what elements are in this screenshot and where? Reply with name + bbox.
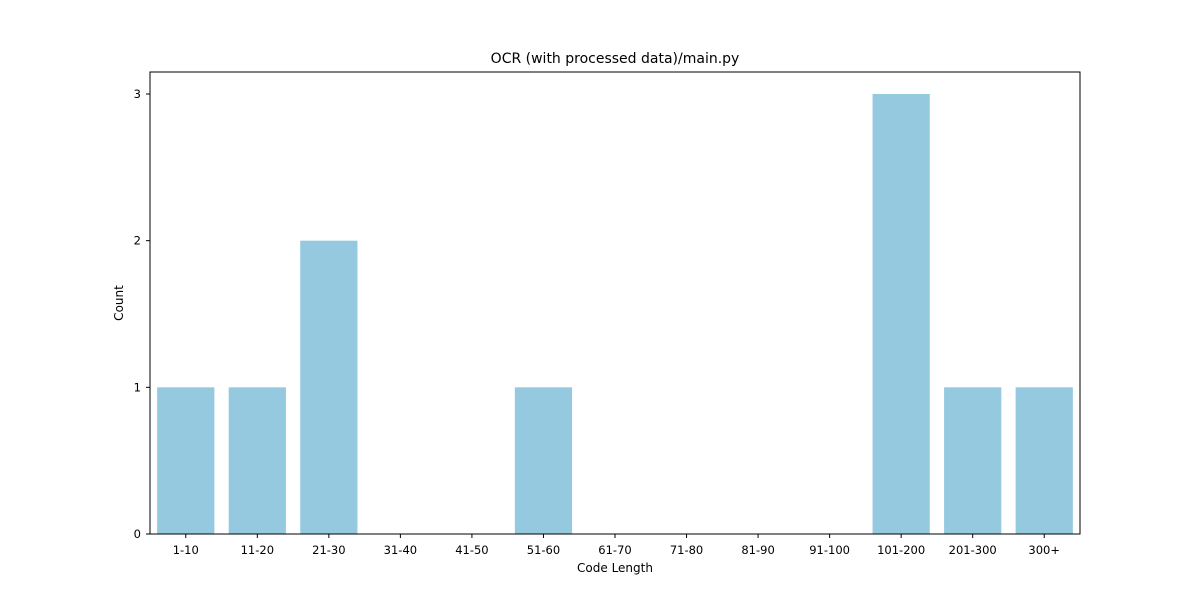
x-tick-label: 31-40 bbox=[384, 543, 417, 557]
x-tick-label: 91-100 bbox=[809, 543, 850, 557]
x-axis-label: Code Length bbox=[577, 561, 653, 575]
x-tick-label: 41-50 bbox=[455, 543, 488, 557]
bar-21-30 bbox=[300, 240, 358, 534]
y-tick-label: 2 bbox=[134, 234, 141, 248]
bar-101-200 bbox=[872, 94, 930, 534]
bar-201-300 bbox=[944, 387, 1002, 534]
x-tick-label: 81-90 bbox=[741, 543, 774, 557]
chart-title: OCR (with processed data)/main.py bbox=[491, 51, 740, 67]
x-tick-label: 201-300 bbox=[949, 543, 997, 557]
x-ticks-group: 1-10 11-20 21-30 31-40 41-50 51-60 61-70 71-80 8… bbox=[173, 534, 1060, 557]
x-tick-label: 71-80 bbox=[670, 543, 703, 557]
x-tick-label: 300+ bbox=[1028, 543, 1060, 557]
plot-frame bbox=[149, 71, 1081, 535]
y-tick-label: 0 bbox=[134, 527, 141, 541]
bar-1-10 bbox=[157, 387, 215, 534]
x-tick-label: 11-20 bbox=[241, 543, 274, 557]
x-tick-label: 21-30 bbox=[312, 543, 345, 557]
bars-group bbox=[157, 94, 1073, 534]
y-axis-label: Count bbox=[112, 285, 126, 321]
y-ticks-group: 0 1 2 3 bbox=[134, 87, 150, 541]
y-tick-label: 1 bbox=[134, 380, 141, 394]
bar-51-60 bbox=[514, 387, 573, 534]
x-tick-label: 1-10 bbox=[173, 543, 199, 557]
bar-300+ bbox=[1015, 387, 1073, 534]
y-tick-label: 3 bbox=[134, 87, 141, 101]
x-tick-label: 51-60 bbox=[527, 543, 560, 557]
x-tick-label: 101-200 bbox=[877, 543, 925, 557]
bar-11-20 bbox=[228, 387, 286, 534]
x-tick-label: 61-70 bbox=[598, 543, 631, 557]
